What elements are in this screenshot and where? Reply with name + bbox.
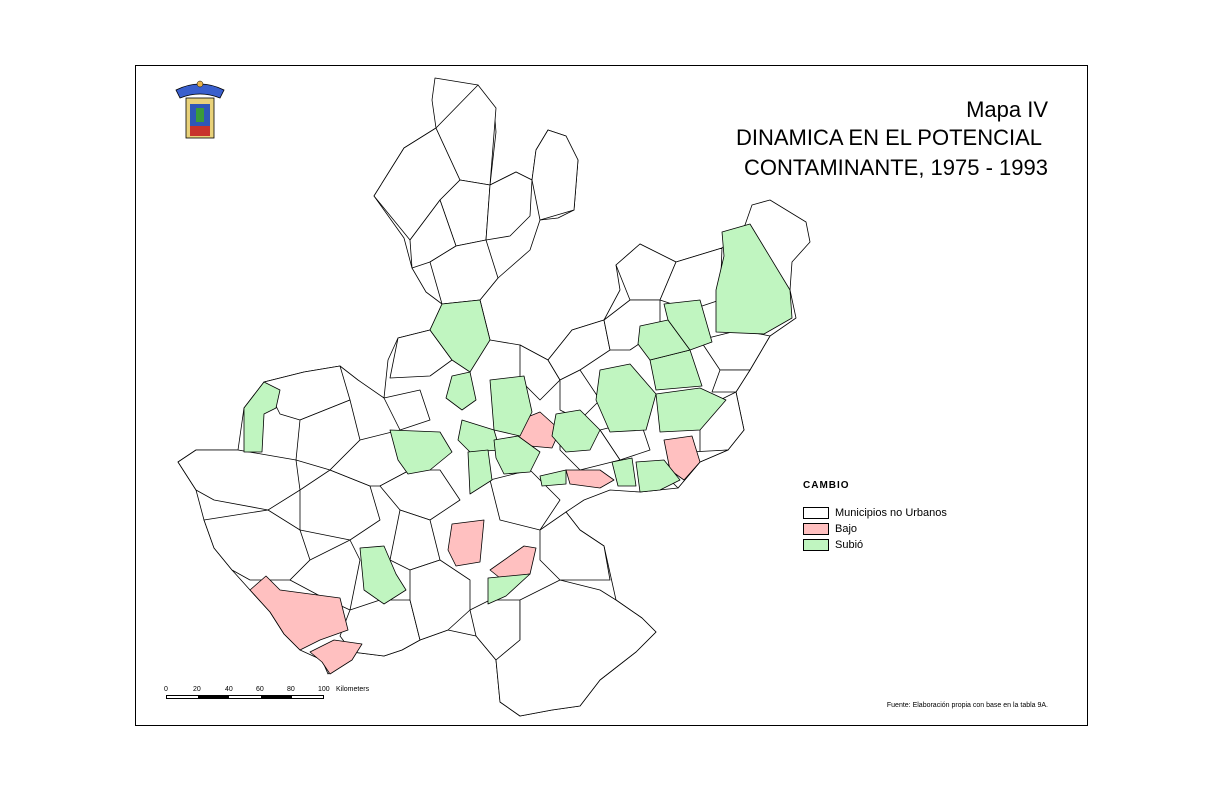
municipality xyxy=(383,389,431,431)
source-note: Fuente: Elaboración propia con base en l… xyxy=(886,702,1048,709)
legend-title: CAMBIO xyxy=(803,480,850,491)
municipality-subio xyxy=(243,381,281,453)
municipality-subio xyxy=(489,375,533,437)
municipality-bajo xyxy=(663,435,701,481)
map-frame xyxy=(135,65,1088,726)
scale-tick-label: 100 xyxy=(318,686,330,693)
legend-label: Bajo xyxy=(835,523,858,535)
scale-segments xyxy=(166,695,324,699)
municipality xyxy=(435,84,497,186)
municipality-subio xyxy=(539,469,567,487)
legend-item-municipios-no-urbanos: Municipios no Urbanos xyxy=(803,505,947,521)
municipality xyxy=(531,129,579,221)
municipality xyxy=(177,449,301,511)
scale-tick-label: 0 xyxy=(164,686,168,693)
municipality-subio xyxy=(715,223,793,335)
legend-label: Subió xyxy=(835,539,864,551)
legend-swatch-none xyxy=(803,507,829,519)
legend-swatch-bajo xyxy=(803,523,829,535)
municipality xyxy=(519,344,561,401)
scale-tick-label: 80 xyxy=(287,686,295,693)
municipality-subio xyxy=(611,457,637,487)
scale-unit-label: Kilometers xyxy=(336,686,370,693)
municipality-subio xyxy=(637,319,691,361)
coat-of-arms-emblem xyxy=(175,80,225,139)
municipality-subio xyxy=(551,409,601,453)
legend-item-bajo: Bajo xyxy=(803,521,947,537)
municipality xyxy=(659,247,723,311)
scale-tick-label: 60 xyxy=(256,686,264,693)
municipality-bajo xyxy=(309,639,363,675)
legend-label: Municipios no Urbanos xyxy=(835,507,947,519)
municipality-subio xyxy=(389,429,453,475)
municipality xyxy=(539,511,611,581)
legend-item-subio: Subió xyxy=(803,537,947,553)
map-title-line2: DINAMICA EN EL POTENCIAL xyxy=(735,125,1042,150)
municipality-subio xyxy=(663,299,713,351)
municipality-subio xyxy=(467,449,493,495)
municipality xyxy=(389,329,453,379)
municipality-subio xyxy=(445,371,477,411)
municipality-subio xyxy=(487,573,531,605)
municipality-bajo xyxy=(447,519,485,567)
municipality xyxy=(495,579,657,717)
map-title-line3: CONTAMINANTE, 1975 - 1993 xyxy=(743,155,1048,180)
municipality-subio xyxy=(493,435,541,475)
municipality xyxy=(409,559,471,641)
municipality-subio xyxy=(595,363,657,433)
scale-tick-label: 40 xyxy=(225,686,233,693)
scale-tick-label: 20 xyxy=(193,686,201,693)
municipality xyxy=(559,369,601,421)
map-legend: CAMBIO Municipios no Urbanos Bajo Subió xyxy=(803,480,947,553)
municipality-subio xyxy=(635,459,681,493)
municipality-subio xyxy=(359,545,407,605)
map-title-line1: Mapa IV xyxy=(966,97,1048,122)
legend-swatch-subio xyxy=(803,539,829,551)
municipality xyxy=(485,171,533,241)
municipality-subio xyxy=(655,387,727,433)
municipality-bajo xyxy=(249,575,349,651)
municipality-bajo xyxy=(565,469,615,489)
